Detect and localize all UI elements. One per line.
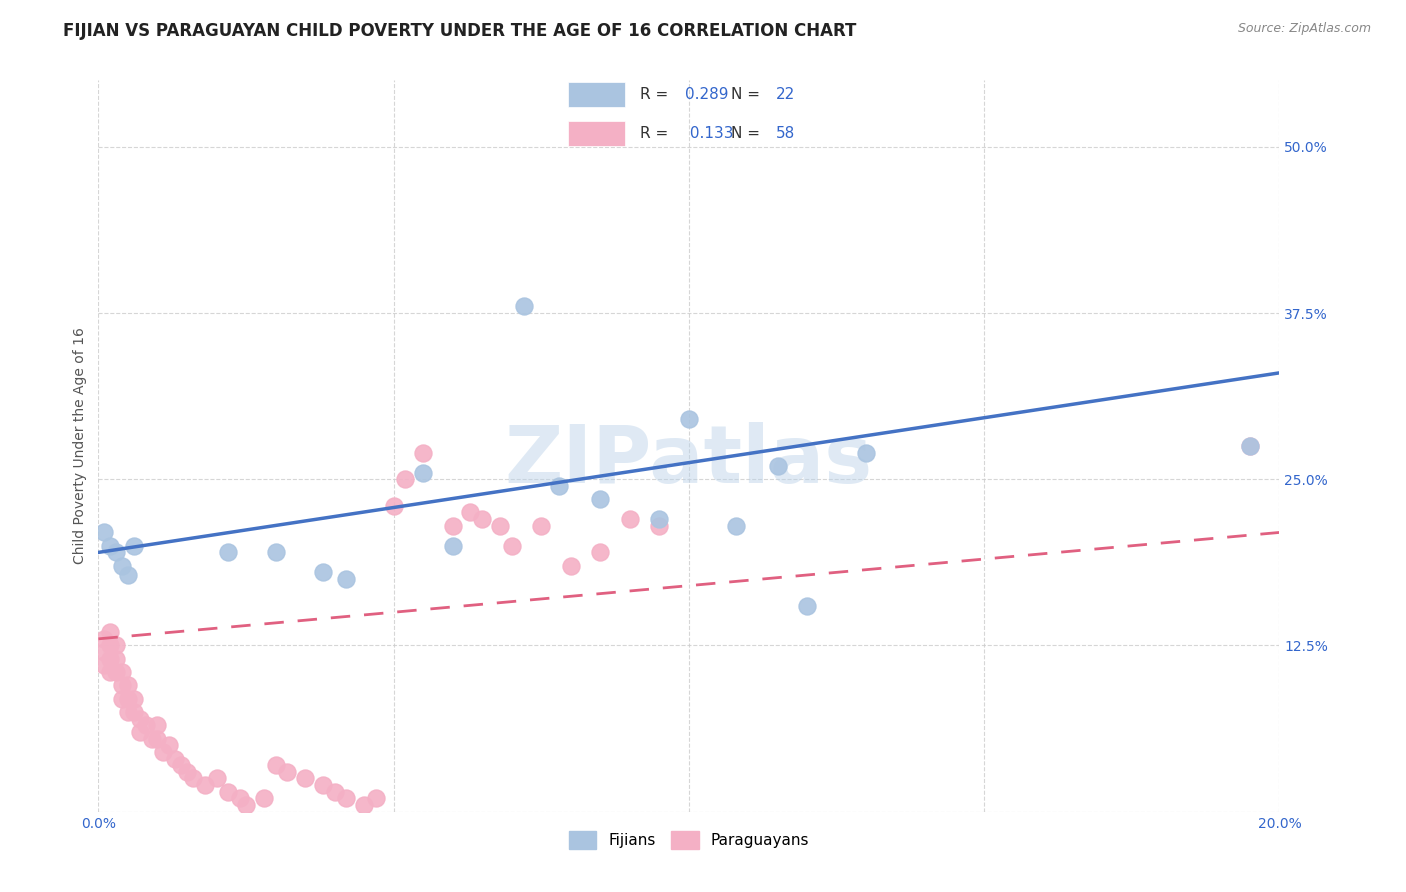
Point xyxy=(235,798,257,813)
Point xyxy=(648,518,671,533)
Point xyxy=(146,718,169,732)
Point xyxy=(194,778,217,792)
Point xyxy=(648,512,671,526)
Point xyxy=(217,545,239,559)
Point xyxy=(105,545,128,559)
Point xyxy=(412,445,434,459)
Text: N =: N = xyxy=(731,126,765,141)
Point xyxy=(181,772,204,786)
Point xyxy=(117,691,139,706)
Point xyxy=(98,665,121,679)
Point xyxy=(1239,439,1261,453)
Point xyxy=(441,518,464,533)
Point xyxy=(489,518,512,533)
Point xyxy=(512,299,534,313)
Point xyxy=(93,658,115,673)
Point xyxy=(135,718,157,732)
Bar xyxy=(568,81,624,107)
Point xyxy=(229,791,252,805)
Point xyxy=(157,738,180,752)
Text: FIJIAN VS PARAGUAYAN CHILD POVERTY UNDER THE AGE OF 16 CORRELATION CHART: FIJIAN VS PARAGUAYAN CHILD POVERTY UNDER… xyxy=(63,22,856,40)
Point xyxy=(105,665,128,679)
Point xyxy=(276,764,298,779)
Point xyxy=(117,705,139,719)
Point xyxy=(766,458,789,473)
Point xyxy=(105,639,128,653)
Point xyxy=(170,758,193,772)
Text: R =: R = xyxy=(641,126,673,141)
Point xyxy=(122,691,145,706)
Point xyxy=(98,639,121,653)
Point xyxy=(335,572,357,586)
Point xyxy=(253,791,276,805)
Point xyxy=(128,725,150,739)
Point xyxy=(353,798,375,813)
Bar xyxy=(568,120,624,146)
Point xyxy=(146,731,169,746)
Point xyxy=(111,678,134,692)
Point xyxy=(111,558,134,573)
Point xyxy=(98,625,121,640)
Legend: Fijians, Paraguayans: Fijians, Paraguayans xyxy=(562,824,815,855)
Point xyxy=(335,791,357,805)
Text: 0.133: 0.133 xyxy=(685,126,733,141)
Point xyxy=(619,512,641,526)
Point xyxy=(312,778,335,792)
Point xyxy=(93,525,115,540)
Point xyxy=(548,479,571,493)
Point xyxy=(471,512,494,526)
Point xyxy=(323,785,346,799)
Point xyxy=(589,492,612,507)
Text: 58: 58 xyxy=(776,126,794,141)
Point xyxy=(382,499,405,513)
Point xyxy=(93,632,115,646)
Text: R =: R = xyxy=(641,87,673,102)
Point xyxy=(98,539,121,553)
Point xyxy=(441,539,464,553)
Point xyxy=(312,566,335,580)
Point xyxy=(93,645,115,659)
Text: 0.289: 0.289 xyxy=(685,87,728,102)
Text: N =: N = xyxy=(731,87,765,102)
Point xyxy=(111,691,134,706)
Point xyxy=(152,745,174,759)
Point xyxy=(530,518,553,533)
Text: Source: ZipAtlas.com: Source: ZipAtlas.com xyxy=(1237,22,1371,36)
Text: 22: 22 xyxy=(776,87,794,102)
Point xyxy=(141,731,163,746)
Point xyxy=(501,539,523,553)
Point xyxy=(678,412,700,426)
Point xyxy=(725,518,748,533)
Point xyxy=(111,665,134,679)
Y-axis label: Child Poverty Under the Age of 16: Child Poverty Under the Age of 16 xyxy=(73,327,87,565)
Point xyxy=(394,472,416,486)
Text: ZIPatlas: ZIPatlas xyxy=(505,422,873,500)
Point xyxy=(412,466,434,480)
Point xyxy=(1239,439,1261,453)
Point xyxy=(294,772,316,786)
Point xyxy=(98,652,121,666)
Point xyxy=(264,545,287,559)
Point xyxy=(105,652,128,666)
Point xyxy=(264,758,287,772)
Point xyxy=(122,705,145,719)
Point xyxy=(560,558,582,573)
Point xyxy=(117,568,139,582)
Point xyxy=(205,772,228,786)
Point xyxy=(165,751,187,765)
Point xyxy=(796,599,818,613)
Point xyxy=(117,678,139,692)
Point xyxy=(589,545,612,559)
Point xyxy=(122,539,145,553)
Point xyxy=(176,764,198,779)
Point xyxy=(217,785,239,799)
Point xyxy=(128,712,150,726)
Point xyxy=(364,791,387,805)
Point xyxy=(460,506,482,520)
Point xyxy=(855,445,877,459)
